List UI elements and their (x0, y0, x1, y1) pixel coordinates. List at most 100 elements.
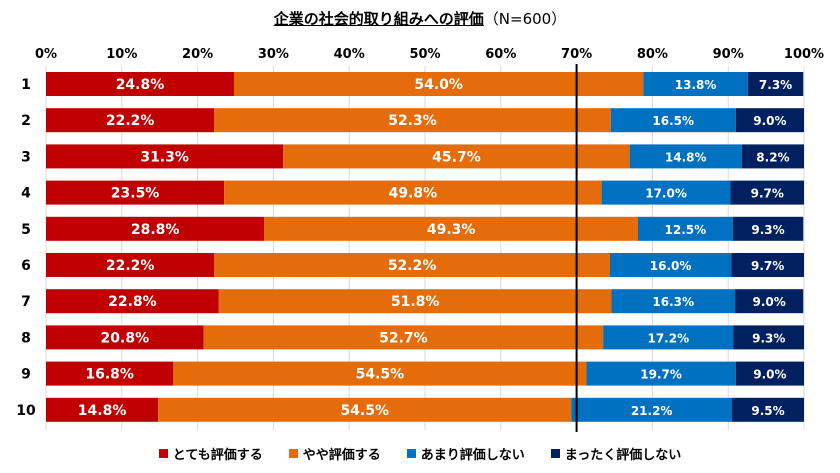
bar-segment (610, 108, 736, 133)
legend-swatch-very-positive (158, 449, 168, 458)
data-label: 45.7% (432, 149, 481, 165)
data-label: 21.2% (631, 404, 673, 418)
bar-segment (173, 361, 587, 386)
x-tick-label: 90% (713, 47, 744, 62)
data-label: 14.8% (78, 403, 127, 419)
category-label: 8 (21, 330, 31, 346)
bar-segment (46, 325, 204, 350)
data-label: 14.8% (665, 150, 707, 164)
bar-segment (214, 108, 611, 133)
x-tick-label: 70% (561, 47, 592, 62)
data-label: 51.8% (391, 294, 440, 310)
legend-label-very-positive: とても評価する (172, 448, 263, 463)
bar-segment (158, 397, 572, 422)
data-label: 49.8% (389, 186, 438, 202)
data-label: 22.2% (106, 258, 155, 274)
legend-swatch-somewhat-negative (406, 449, 416, 458)
data-label: 16.8% (85, 367, 134, 383)
bar-segment (603, 325, 734, 350)
data-label: 54.5% (340, 403, 389, 419)
chart-legend: とても評価する やや評価する あまり評価しない まったく評価しない (0, 444, 840, 463)
data-label: 9.3% (752, 331, 785, 345)
data-label: 52.3% (388, 113, 437, 129)
bar-segment (224, 180, 602, 205)
data-label: 52.2% (388, 258, 437, 274)
bar-segment (46, 289, 219, 314)
bar-segment (747, 72, 804, 96)
category-label: 6 (21, 258, 31, 274)
data-label: 24.8% (116, 77, 165, 93)
bar-segment (46, 216, 265, 241)
bar-segment (733, 325, 804, 350)
bar-segment (735, 108, 804, 133)
legend-item-very-negative: まったく評価しない (550, 444, 682, 463)
x-tick-label: 20% (182, 47, 213, 62)
data-label: 17.0% (645, 187, 687, 201)
category-label: 10 (16, 403, 36, 419)
bar-segment (203, 325, 604, 350)
bar-segment (46, 361, 174, 386)
chart-title: 企業の社会的取り組みへの評価（N=600） (0, 8, 840, 29)
data-label: 22.8% (108, 294, 157, 310)
category-label: 2 (21, 113, 31, 129)
bar-segment (46, 180, 225, 205)
bar-segment (629, 144, 742, 169)
data-label: 22.2% (106, 113, 155, 129)
bar-segment (731, 397, 804, 422)
x-tick-label: 100% (784, 47, 824, 62)
bar-segment (609, 253, 732, 277)
legend-swatch-very-negative (550, 449, 560, 458)
data-label: 9.0% (753, 368, 786, 382)
bar-segment (233, 72, 644, 96)
bar-segment (601, 180, 731, 205)
legend-item-very-positive: とても評価する (158, 444, 263, 463)
chart-title-main: 企業の社会的取り組みへの評価 (273, 10, 484, 28)
bar-segment (732, 216, 804, 241)
legend-label-somewhat-positive: やや評価する (302, 448, 381, 463)
bar-segment (611, 289, 736, 314)
x-tick-label: 80% (637, 47, 668, 62)
data-label: 16.3% (652, 295, 694, 309)
legend-item-somewhat-negative: あまり評価しない (406, 444, 525, 463)
bar-segment (46, 144, 284, 169)
data-label: 19.7% (640, 368, 682, 382)
category-label: 5 (21, 222, 31, 238)
bar-segment (735, 289, 804, 314)
data-label: 9.7% (751, 187, 784, 201)
data-label: 20.8% (101, 330, 150, 346)
x-tick-label: 0% (35, 47, 57, 62)
data-label: 23.5% (111, 186, 160, 202)
data-label: 12.5% (665, 223, 707, 237)
bar-segment (214, 253, 610, 277)
data-label: 9.7% (751, 259, 784, 273)
legend-label-somewhat-negative: あまり評価しない (420, 448, 525, 463)
data-label: 13.8% (675, 78, 717, 92)
bar-segment (730, 180, 804, 205)
bar-segment (218, 289, 612, 314)
data-label: 31.3% (140, 149, 189, 165)
category-label: 9 (21, 367, 31, 383)
x-tick-label: 10% (106, 47, 137, 62)
data-label: 54.0% (414, 77, 463, 93)
bar-segment (643, 72, 748, 96)
bar-segment (731, 253, 804, 277)
data-label: 49.3% (427, 222, 476, 238)
data-label: 17.2% (647, 331, 689, 345)
category-label: 1 (21, 77, 31, 93)
bar-segment (283, 144, 630, 169)
category-label: 4 (21, 186, 31, 202)
x-tick-label: 50% (409, 47, 440, 62)
data-label: 9.0% (753, 114, 786, 128)
x-tick-label: 60% (485, 47, 516, 62)
category-label: 7 (21, 294, 31, 310)
bar-segment (735, 361, 804, 386)
legend-item-somewhat-positive: やや評価する (288, 444, 381, 463)
x-tick-label: 30% (258, 47, 289, 62)
chart-title-note: （N=600） (483, 10, 567, 28)
data-label: 8.2% (756, 150, 789, 164)
legend-label-very-negative: まったく評価しない (564, 448, 682, 463)
data-label: 16.5% (652, 114, 694, 128)
bar-segment (46, 253, 215, 277)
bar-segment (46, 72, 234, 96)
